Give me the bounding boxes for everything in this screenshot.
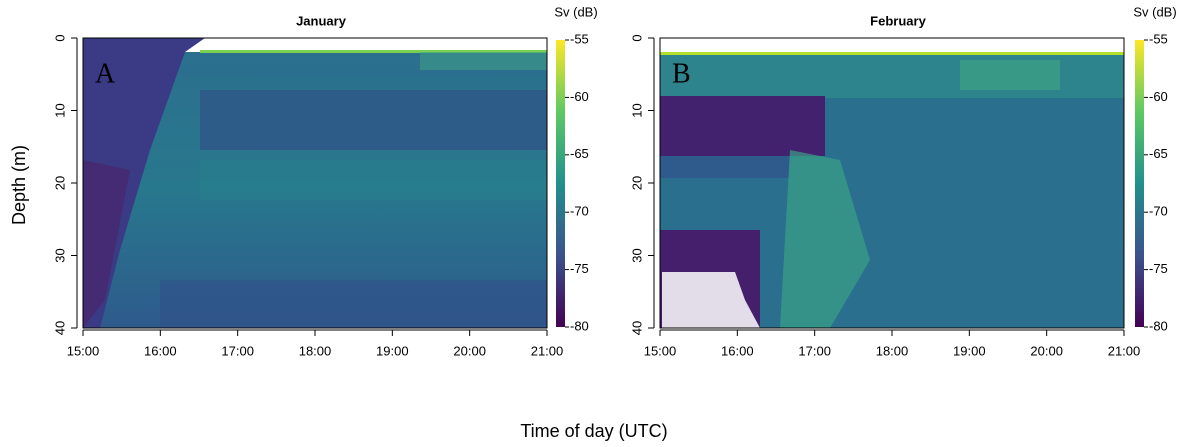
x-tick-label: 17:00 [798, 343, 831, 358]
x-axis-label: Time of day (UTC) [520, 421, 667, 441]
x-tick-label: 21:00 [531, 343, 564, 358]
panel-label: A [95, 58, 116, 89]
colorbar-tick-label: -65 [1149, 146, 1168, 161]
colorbar [1135, 40, 1144, 327]
x-tick-label: 15:00 [644, 343, 677, 358]
plot-frame [82, 37, 548, 329]
x-tick-label: 20:00 [1030, 343, 1063, 358]
colorbar-tick-label: -80 [1149, 318, 1168, 333]
x-tick-label: 17:00 [221, 343, 254, 358]
x-tick-label: 15:00 [67, 343, 100, 358]
chart-title: February [870, 13, 926, 28]
colorbar-tick-label: -55 [1149, 31, 1168, 46]
colorbar-tick-label: -70 [1149, 204, 1168, 219]
x-tick-label: 20:00 [453, 343, 486, 358]
y-tick-label: 10 [629, 103, 644, 117]
colorbar-tick-label: -75 [1149, 261, 1168, 276]
colorbar-tick-label: -55 [570, 31, 589, 46]
x-tick-label: 19:00 [953, 343, 986, 358]
colorbar-tick-label: -70 [570, 204, 589, 219]
colorbar-tick-label: -60 [1149, 89, 1168, 104]
y-tick-label: 0 [629, 34, 644, 41]
x-tick-label: 18:00 [876, 343, 909, 358]
echogram-a [83, 38, 547, 328]
y-tick-label: 20 [52, 176, 67, 190]
colorbar-tick-label: -65 [570, 146, 589, 161]
colorbar-tick-label: -75 [570, 261, 589, 276]
x-tick-label: 16:00 [721, 343, 754, 358]
chart-title: January [296, 13, 347, 28]
y-axis-label: Depth (m) [9, 145, 29, 225]
x-tick-label: 18:00 [299, 343, 332, 358]
y-tick-label: 0 [52, 34, 67, 41]
y-tick-label: 30 [52, 248, 67, 262]
panel-label: B [672, 58, 691, 89]
x-tick-label: 16:00 [144, 343, 177, 358]
colorbar-label: Sv (dB) [554, 4, 597, 19]
y-tick-label: 30 [629, 248, 644, 262]
x-tick-label: 19:00 [376, 343, 409, 358]
plot-frame [659, 37, 1125, 329]
y-tick-label: 10 [52, 103, 67, 117]
colorbar-tick-label: -80 [570, 318, 589, 333]
y-tick-label: 40 [52, 321, 67, 335]
y-tick-label: 20 [629, 176, 644, 190]
colorbar [556, 40, 565, 327]
y-tick-label: 40 [629, 321, 644, 335]
colorbar-tick-label: -60 [570, 89, 589, 104]
x-tick-label: 21:00 [1108, 343, 1141, 358]
colorbar-label: Sv (dB) [1133, 4, 1176, 19]
echogram-b [660, 52, 1124, 328]
